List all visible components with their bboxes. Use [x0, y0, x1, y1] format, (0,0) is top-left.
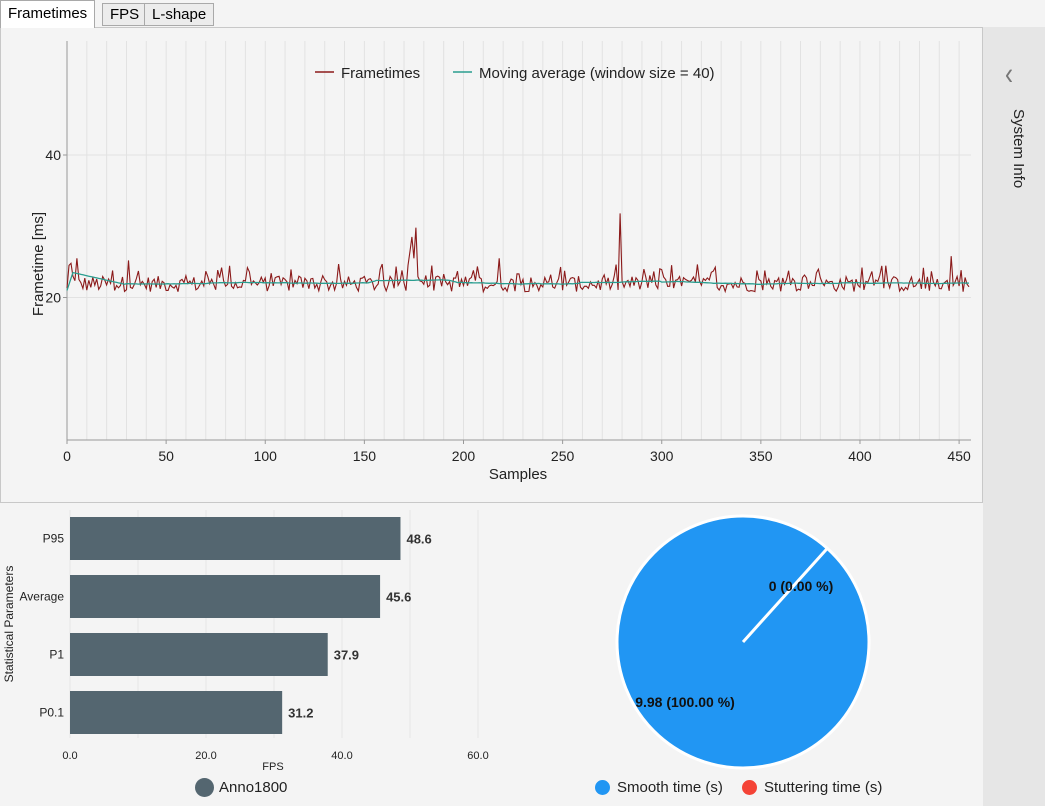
tab-fps[interactable]: FPS	[102, 3, 148, 26]
bar-legend-label: Anno1800	[219, 779, 288, 796]
pie-slice-stuttering	[741, 547, 829, 644]
x-axis-title: Samples	[489, 466, 547, 483]
chart-legend: Frametimes Moving average (window size =…	[315, 65, 715, 82]
legend-moving-average-label: Moving average (window size = 40)	[479, 65, 715, 82]
pie-label-stuttering: 0 (0.00 %)	[769, 578, 834, 594]
statistics-bar-chart: 0.0 20.0 40.0 60.0 P95 48.6 Average 45.6 P1 37.9…	[2, 510, 489, 773]
bar-value-label: 45.6	[386, 590, 411, 605]
pie-label-smooth: 9.98 (100.00 %)	[635, 694, 735, 710]
x-tick-label: 200	[452, 448, 476, 464]
bar-value-label: 37.9	[334, 648, 359, 663]
system-info-label[interactable]: System Info	[1010, 109, 1027, 189]
bar-category-label: P95	[43, 532, 65, 546]
frametimes-chart-panel: 0 50 100 150 200 250 300 350 400 450 20 40 Frametim…	[0, 27, 983, 503]
bar-legend-swatch	[195, 778, 214, 797]
bar-category-label: Average	[20, 590, 65, 604]
x-tick-label: 250	[551, 448, 575, 464]
frametimes-series-line	[66, 213, 970, 294]
bar-chart-x-title: FPS	[262, 761, 283, 773]
bar-category-label: P1	[49, 648, 64, 662]
x-tick-label: 0	[63, 448, 71, 464]
chart-series	[66, 213, 970, 294]
tab-frametimes[interactable]: Frametimes	[0, 0, 96, 28]
bar-p1	[70, 633, 328, 676]
x-tick-label: 450	[947, 448, 971, 464]
bar-x-tick-label: 0.0	[62, 750, 77, 762]
chevron-left-icon[interactable]: ‹	[1005, 56, 1013, 92]
x-tick-label: 50	[158, 448, 174, 464]
bar-p0-1	[70, 691, 283, 734]
moving-average-series-line	[66, 271, 970, 291]
stutter-pie-chart: 0 (0.00 %) 9.98 (100.00 %)	[615, 514, 871, 770]
x-tick-label: 350	[749, 448, 773, 464]
bar-value-label: 31.2	[288, 706, 313, 721]
x-tick-label: 300	[650, 448, 674, 464]
x-tick-label: 100	[254, 448, 278, 464]
frametimes-line-chart: 0 50 100 150 200 250 300 350 400 450 20 40 Frametim…	[30, 41, 971, 483]
y-axis-title: Frametime [ms]	[30, 212, 47, 316]
bar-value-label: 48.6	[406, 532, 431, 547]
bar-x-tick-label: 20.0	[195, 750, 216, 762]
pie-legend-stutter-swatch	[742, 780, 757, 795]
bar-average	[70, 575, 381, 618]
x-tick-label: 400	[848, 448, 872, 464]
plot-area	[67, 41, 971, 440]
y-tick-label: 20	[45, 290, 61, 306]
chart-axes: 0 50 100 150 200 250 300 350 400 450 20 40	[45, 41, 971, 464]
tab-l-shape[interactable]: L-shape	[144, 3, 215, 26]
pie-legend-stutter-label: Stuttering time (s)	[764, 779, 883, 796]
bar-x-tick-label: 60.0	[467, 750, 488, 762]
chart-grid	[66, 41, 971, 441]
bar-chart-y-title: Statistical Parameters	[2, 566, 16, 683]
bar-x-tick-label: 40.0	[331, 750, 352, 762]
pie-legend-smooth-swatch	[595, 780, 610, 795]
pie-slices	[615, 514, 871, 770]
x-tick-label: 150	[353, 448, 377, 464]
pie-legend-smooth-label: Smooth time (s)	[617, 779, 723, 796]
bar-category-label: P0.1	[39, 706, 64, 720]
bar-chart-bars: P95 48.6 Average 45.6 P1 37.9 P0.1 31.2	[20, 517, 432, 734]
bar-p95	[70, 517, 401, 560]
y-tick-label: 40	[45, 147, 61, 163]
legend-frametimes-label: Frametimes	[341, 65, 420, 82]
system-info-sidebar[interactable]: ‹ System Info	[983, 27, 1045, 806]
